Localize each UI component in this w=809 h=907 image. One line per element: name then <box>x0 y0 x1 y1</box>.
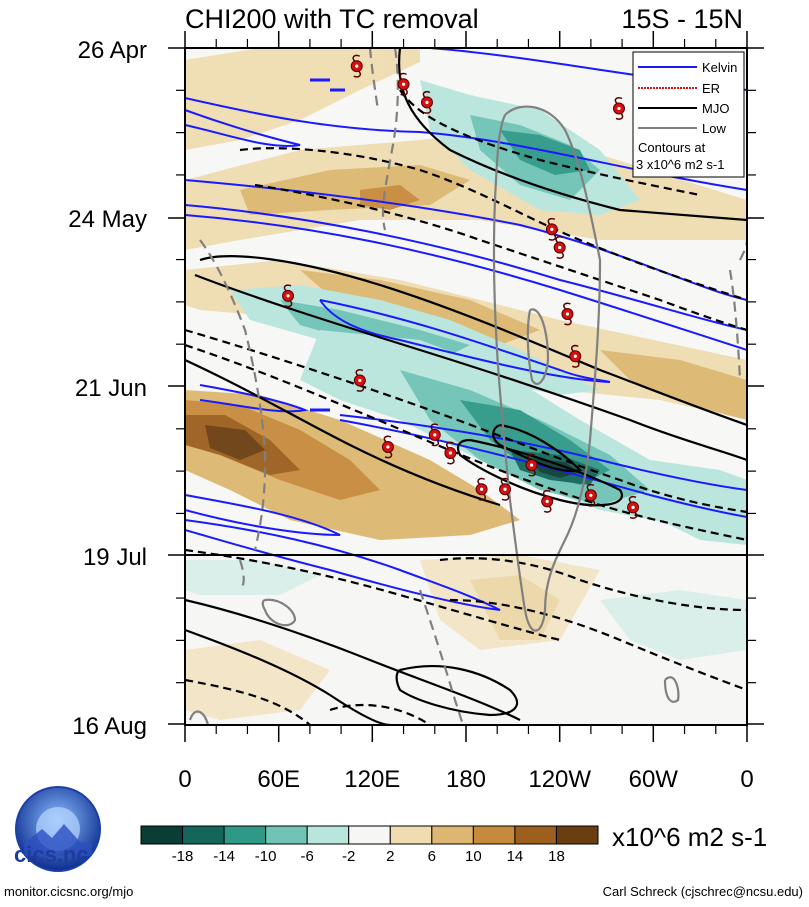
tropical-cyclone-icon <box>428 423 441 447</box>
x-tick-label: 60W <box>629 766 679 793</box>
legend-label: ER <box>702 81 720 96</box>
tropical-cyclone-icon <box>545 217 558 241</box>
tropical-cyclone-icon <box>553 236 566 259</box>
chart-subtitle: 15S - 15N <box>621 4 743 34</box>
y-tick-label: 16 Aug <box>72 713 147 740</box>
x-tick-label: 0 <box>178 766 191 793</box>
legend-label: Low <box>702 121 726 136</box>
tropical-cyclone-icon <box>584 483 597 507</box>
colorbar-labels: -18 -14 -10 -6 -2 2 6 10 14 18 <box>172 848 565 865</box>
colorbar-tick-label: -6 <box>301 848 314 865</box>
colorbar-swatch <box>431 825 474 845</box>
low-contours <box>188 48 747 725</box>
colorbar-tick-label: 14 <box>507 848 524 865</box>
x-tick-label: 180 <box>446 766 486 793</box>
x-tick-label: 120E <box>344 766 400 793</box>
x-tick-label: 60E <box>257 766 300 793</box>
tropical-cyclone-icon <box>353 369 366 392</box>
colorbar-swatch <box>306 825 350 845</box>
colorbar-unit: x10^6 m2 s-1 <box>612 822 768 852</box>
colorbar-tick-label: -14 <box>213 848 235 865</box>
colorbar-tick-label: 2 <box>386 848 394 865</box>
tropical-cyclone-icon <box>499 477 512 501</box>
colorbar-tick-label: -18 <box>172 848 194 865</box>
y-axis <box>168 47 764 725</box>
colorbar-swatch <box>348 825 391 845</box>
tropical-cyclone-icon <box>612 97 625 120</box>
colorbar-swatch <box>389 825 433 845</box>
colorbar-tick-label: -2 <box>342 848 355 865</box>
mjo-contours <box>185 48 747 725</box>
tropical-cyclone-icon <box>444 441 457 465</box>
x-axis <box>184 31 748 742</box>
tropical-cyclone-icon <box>525 453 538 477</box>
legend-label: Kelvin <box>702 60 737 75</box>
y-tick-label: 26 Apr <box>78 37 147 64</box>
colorbar <box>140 825 599 845</box>
legend-label: MJO <box>702 101 729 116</box>
tropical-cyclone-icon <box>569 344 582 368</box>
y-tick-label: 21 Jun <box>75 375 147 402</box>
footer-url: monitor.cicsnc.org/mjo <box>4 884 134 899</box>
x-tick-label: 120W <box>528 766 591 793</box>
tropical-cyclone-icon <box>541 489 554 513</box>
colorbar-tick-label: 18 <box>548 848 565 865</box>
tropical-cyclone-icon <box>282 284 295 308</box>
tropical-cyclone-icon <box>381 435 394 459</box>
legend-note: 3 x10^6 m2 s-1 <box>636 157 724 172</box>
colorbar-swatch <box>223 825 267 845</box>
legend: Kelvin ER MJO Low Contours at 3 x10^6 m2… <box>632 51 745 178</box>
colorbar-swatch <box>555 825 599 845</box>
colorbar-swatch <box>182 825 225 845</box>
footer-credit: Carl Schreck (cjschrec@ncsu.edu) <box>602 884 803 899</box>
colorbar-tick-label: 10 <box>465 848 482 865</box>
colorbar-swatch <box>472 825 516 845</box>
y-tick-label: 19 Jul <box>83 544 147 571</box>
legend-note: Contours at <box>638 140 706 155</box>
tropical-cyclone-icon <box>350 54 363 78</box>
tropical-cyclone-markers <box>282 54 640 519</box>
tropical-cyclone-icon <box>561 302 574 326</box>
y-tick-label: 24 May <box>68 206 147 233</box>
colorbar-tick-label: 6 <box>428 848 436 865</box>
chart-title: CHI200 with TC removal <box>185 4 479 34</box>
x-tick-label: 0 <box>740 766 753 793</box>
logo-text: cics.nc <box>14 842 89 867</box>
tropical-cyclone-icon <box>627 496 640 519</box>
colorbar-tick-label: -10 <box>255 848 277 865</box>
tropical-cyclone-icon <box>420 91 433 114</box>
tropical-cyclone-icon <box>397 72 410 96</box>
colorbar-swatch <box>514 825 557 845</box>
colorbar-swatch <box>140 825 184 845</box>
tropical-cyclone-icon <box>475 477 488 501</box>
colorbar-swatch <box>265 825 308 845</box>
cics-logo <box>8 784 108 879</box>
